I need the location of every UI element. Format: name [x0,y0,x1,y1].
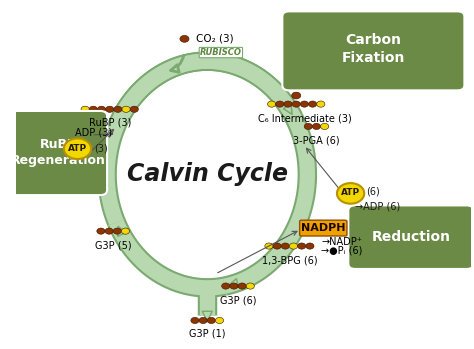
Circle shape [246,283,255,289]
Circle shape [281,243,290,249]
Circle shape [130,106,138,112]
Circle shape [89,106,98,112]
Circle shape [191,317,199,324]
Text: G3P (1): G3P (1) [189,328,226,339]
Circle shape [98,106,106,112]
Circle shape [317,101,325,107]
Circle shape [106,106,114,112]
Text: CO₂ (3): CO₂ (3) [196,33,234,43]
FancyBboxPatch shape [283,12,465,90]
Circle shape [265,243,273,249]
Text: G3P (6): G3P (6) [220,295,256,305]
Circle shape [222,283,230,289]
Circle shape [306,243,314,249]
Text: NADPH: NADPH [301,223,346,233]
Circle shape [238,283,246,289]
Text: →ADP (6): →ADP (6) [355,201,401,211]
Text: Carbon
Fixation: Carbon Fixation [342,34,405,65]
Circle shape [64,139,91,159]
Circle shape [122,106,130,112]
Text: ATP: ATP [341,188,360,197]
Text: G3P (5): G3P (5) [95,241,131,251]
Circle shape [337,183,364,204]
Circle shape [113,228,121,234]
Circle shape [320,123,329,129]
Circle shape [298,243,306,249]
Text: →NADP⁺: →NADP⁺ [321,237,362,247]
FancyBboxPatch shape [300,220,347,236]
Text: (6): (6) [366,186,380,196]
Text: Reduction: Reduction [372,230,451,244]
FancyBboxPatch shape [9,111,107,195]
Text: RuBP
Regeneration: RuBP Regeneration [11,138,106,168]
Text: C₆ Intermediate (3): C₆ Intermediate (3) [258,113,352,123]
Circle shape [292,101,301,107]
Text: Calvin Cycle: Calvin Cycle [127,163,288,186]
Circle shape [309,101,317,107]
Circle shape [290,243,298,249]
Circle shape [207,317,215,324]
Text: 3-PGA (6): 3-PGA (6) [293,135,340,145]
Circle shape [121,228,129,234]
Circle shape [273,243,281,249]
Text: 1,3-BPG (6): 1,3-BPG (6) [262,255,317,265]
Circle shape [304,123,312,129]
Circle shape [301,101,309,107]
Circle shape [180,35,189,42]
Text: RuBP (3): RuBP (3) [89,118,131,128]
Circle shape [81,106,89,112]
Circle shape [114,106,122,112]
Text: →●Pᵢ (6): →●Pᵢ (6) [321,245,363,255]
Text: ADP (3): ADP (3) [75,127,112,137]
Circle shape [230,283,238,289]
Circle shape [215,317,224,324]
Circle shape [276,101,284,107]
Circle shape [284,101,292,107]
FancyBboxPatch shape [348,206,474,269]
Circle shape [105,228,113,234]
Text: (3): (3) [94,143,108,153]
Text: ATP: ATP [68,143,87,153]
Circle shape [199,317,207,324]
Circle shape [292,92,301,99]
Text: RUBISCO: RUBISCO [200,48,242,57]
Circle shape [97,228,105,234]
Circle shape [267,101,276,107]
Circle shape [312,123,320,129]
